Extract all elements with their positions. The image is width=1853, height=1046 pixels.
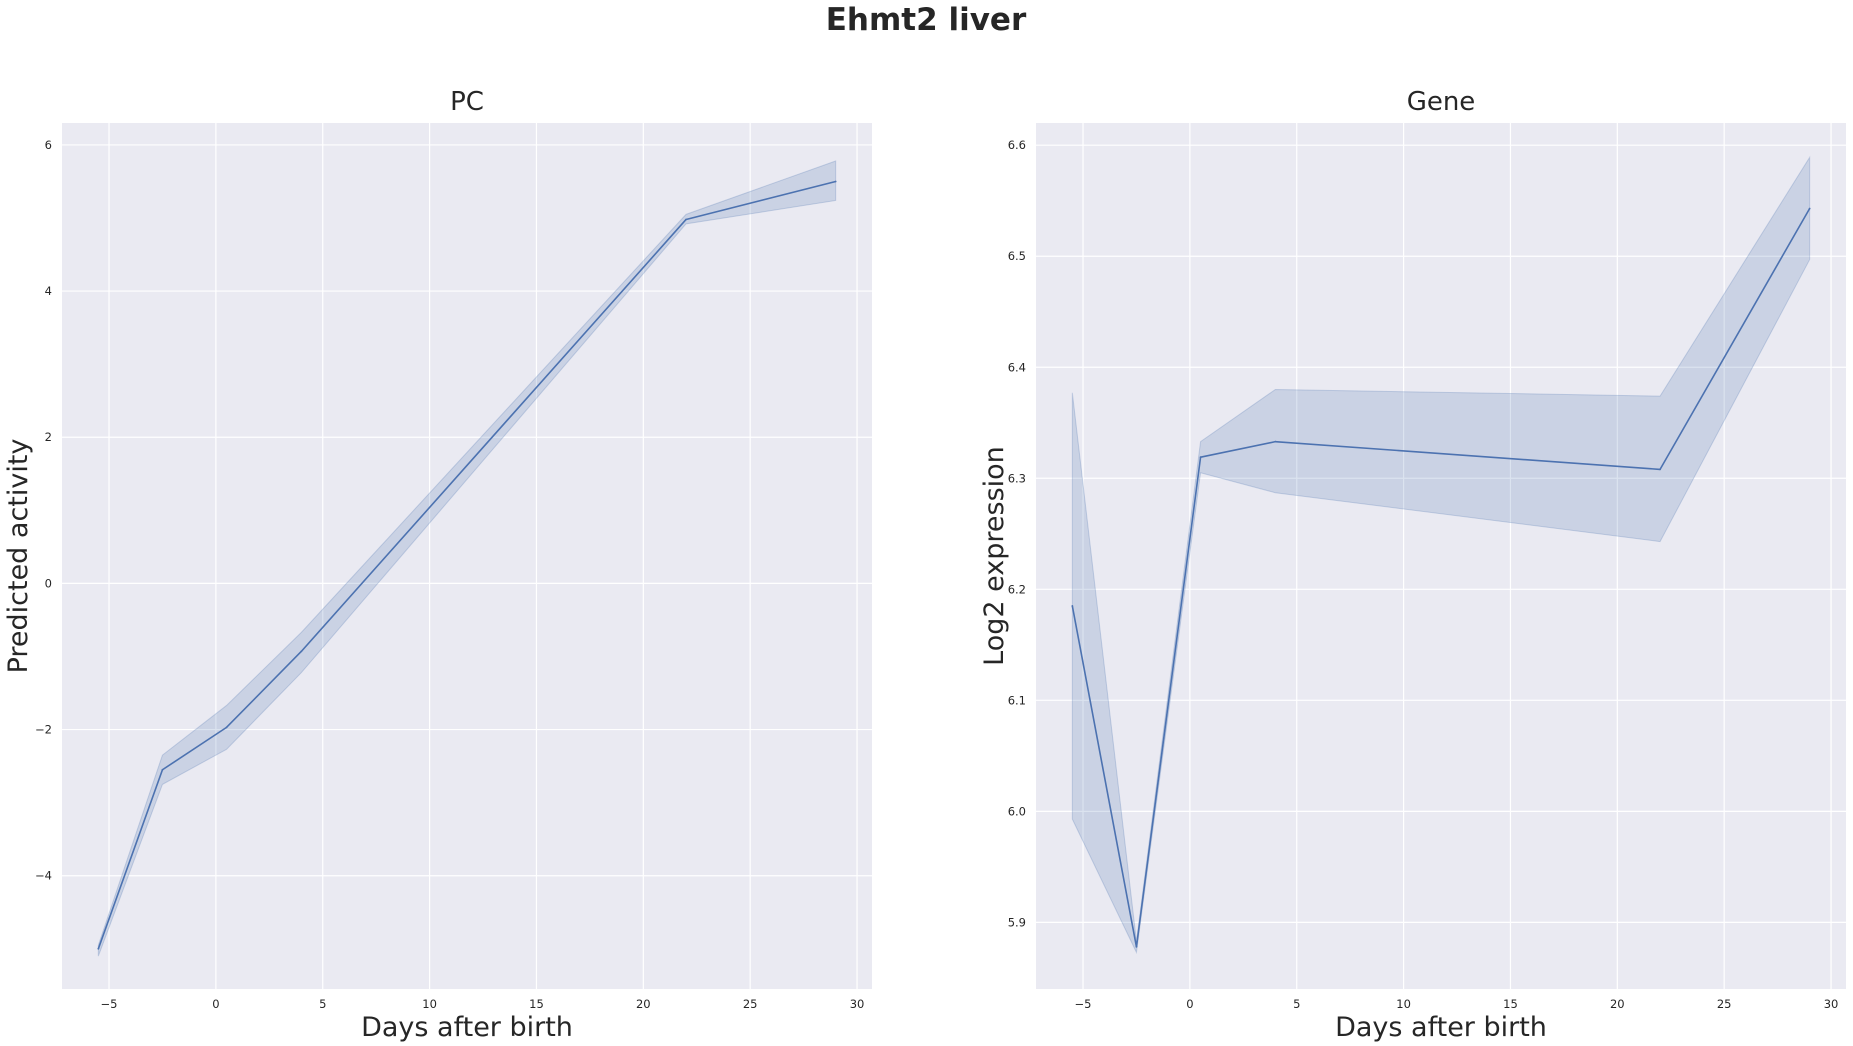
data-point — [97, 947, 100, 950]
data-point — [1274, 440, 1277, 443]
plot-area — [62, 123, 872, 989]
x-tick-label: 20 — [1610, 997, 1625, 1011]
x-tick-label: 25 — [1717, 997, 1732, 1011]
x-tick-label: 5 — [319, 997, 326, 1011]
y-tick-label: 6.0 — [1008, 804, 1026, 818]
y-tick-label: 2 — [45, 430, 52, 444]
data-point — [1199, 456, 1202, 459]
panel-pc: −5 0 5 10 15 20 25 30 −4 −2 0 2 4 6 PC Days after birth… — [3, 87, 872, 1043]
y-tick-label: −4 — [35, 869, 52, 883]
x-tick-label: 25 — [743, 997, 758, 1011]
x-tick-label: 15 — [1503, 997, 1518, 1011]
y-tick-label: 6.5 — [1008, 249, 1026, 263]
data-point — [1659, 468, 1661, 471]
x-axis-label: Days after birth — [1335, 1012, 1547, 1043]
data-point — [685, 218, 687, 221]
y-tick-label: 5.9 — [1008, 915, 1026, 929]
x-tick-label: 15 — [529, 997, 544, 1011]
data-point — [225, 726, 228, 729]
y-tick-label: 6.3 — [1008, 471, 1026, 485]
data-point — [161, 768, 164, 771]
data-point — [300, 650, 303, 653]
y-tick-label: 6 — [45, 138, 52, 152]
y-tick-label: 6.1 — [1008, 693, 1026, 707]
x-tick-label: 0 — [212, 997, 219, 1011]
y-tick-label: 6.6 — [1008, 138, 1026, 152]
y-tick-label: 4 — [45, 284, 52, 298]
panel-title: PC — [450, 87, 484, 117]
y-tick-label: −2 — [35, 723, 52, 737]
series-line — [97, 180, 836, 950]
x-tick-label: 10 — [422, 997, 437, 1011]
x-tick-label: 30 — [1824, 997, 1839, 1011]
x-tick-label: 30 — [850, 997, 865, 1011]
y-axis-label: Log2 expression — [979, 446, 1010, 666]
x-tick-label: 5 — [1293, 997, 1300, 1011]
data-point — [1135, 945, 1138, 948]
data-point — [1808, 207, 1811, 210]
figure-title: Ehmt2 liver — [826, 2, 1027, 38]
data-point — [834, 180, 837, 183]
panel-title: Gene — [1407, 87, 1476, 117]
y-tick-label: 0 — [45, 576, 52, 590]
confidence-band — [97, 160, 837, 957]
panel-gene: −5 0 5 10 15 20 25 30 5.9 6.0 6.1 6.2 6.3 6.4 6.5 6.6 Ge… — [979, 87, 1846, 1043]
x-tick-label: 10 — [1396, 997, 1411, 1011]
y-axis-label: Predicted activity — [3, 439, 34, 674]
chart-panels: −5 0 5 10 15 20 25 30 −4 −2 0 2 4 6 PC Days after birth… — [3, 87, 1846, 1043]
x-axis-label: Days after birth — [361, 1012, 573, 1043]
series-line — [1071, 208, 1811, 948]
x-tick-label: 0 — [1186, 997, 1193, 1011]
x-tick-label: −5 — [101, 997, 118, 1011]
plot-area — [1036, 123, 1846, 989]
x-tick-label: 20 — [636, 997, 651, 1011]
data-point — [1071, 605, 1074, 607]
y-tick-label: 6.2 — [1008, 582, 1026, 596]
x-tick-label: −5 — [1075, 997, 1092, 1011]
y-tick-label: 6.4 — [1008, 360, 1026, 374]
